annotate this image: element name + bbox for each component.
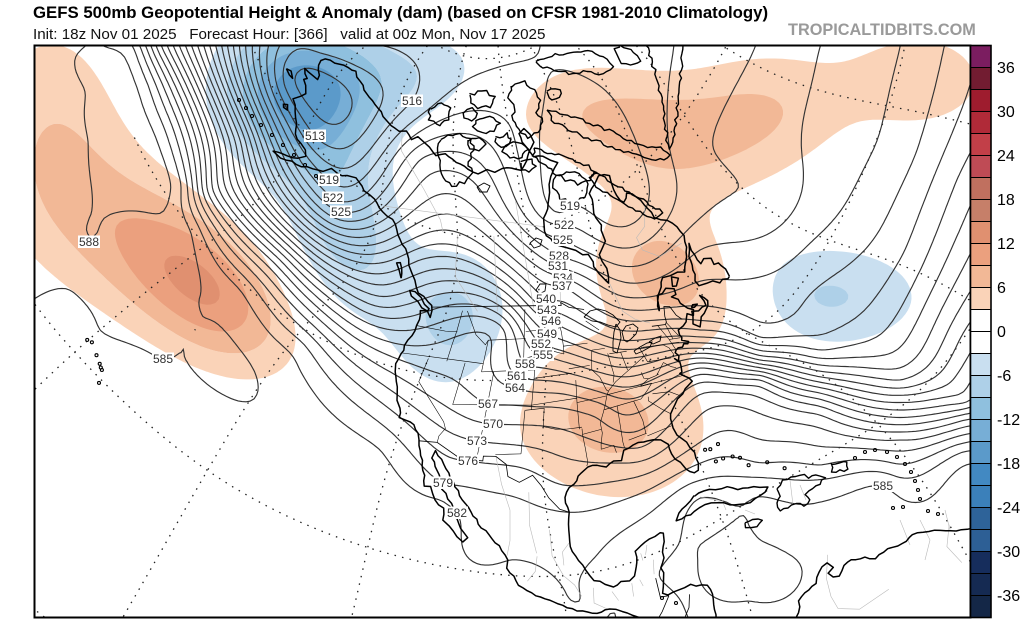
svg-text:570: 570	[483, 417, 503, 431]
svg-text:12: 12	[997, 236, 1015, 253]
svg-text:-30: -30	[997, 544, 1020, 561]
svg-text:543: 543	[537, 303, 557, 317]
svg-text:585: 585	[153, 352, 173, 366]
svg-text:585: 585	[873, 479, 893, 493]
svg-text:0: 0	[997, 324, 1006, 341]
svg-text:552: 552	[531, 337, 551, 351]
svg-text:561: 561	[507, 369, 527, 383]
svg-text:522: 522	[554, 218, 574, 232]
svg-text:546: 546	[541, 314, 561, 328]
svg-text:-6: -6	[997, 368, 1011, 385]
svg-text:36: 36	[997, 60, 1015, 77]
svg-text:576: 576	[458, 454, 478, 468]
svg-text:567: 567	[478, 397, 498, 411]
svg-text:579: 579	[433, 476, 453, 490]
svg-text:513: 513	[305, 129, 325, 143]
svg-text:531: 531	[548, 259, 568, 273]
svg-text:30: 30	[997, 104, 1015, 121]
svg-text:24: 24	[997, 148, 1015, 165]
svg-text:-18: -18	[997, 456, 1020, 473]
svg-text:516: 516	[402, 94, 422, 108]
svg-text:525: 525	[331, 205, 351, 219]
svg-text:555: 555	[533, 348, 553, 362]
svg-text:558: 558	[515, 357, 535, 371]
svg-text:540: 540	[536, 292, 556, 306]
svg-text:-24: -24	[997, 500, 1020, 517]
svg-text:18: 18	[997, 192, 1015, 209]
svg-text:564: 564	[505, 381, 525, 395]
svg-text:588: 588	[79, 235, 99, 249]
svg-text:525: 525	[553, 233, 573, 247]
svg-text:519: 519	[319, 173, 339, 187]
svg-text:-36: -36	[997, 588, 1020, 605]
svg-text:537: 537	[552, 279, 572, 293]
svg-text:582: 582	[447, 506, 467, 520]
svg-text:519: 519	[560, 199, 580, 213]
svg-text:522: 522	[323, 191, 343, 205]
svg-text:6: 6	[997, 280, 1006, 297]
svg-text:-12: -12	[997, 412, 1020, 429]
svg-text:573: 573	[467, 434, 487, 448]
